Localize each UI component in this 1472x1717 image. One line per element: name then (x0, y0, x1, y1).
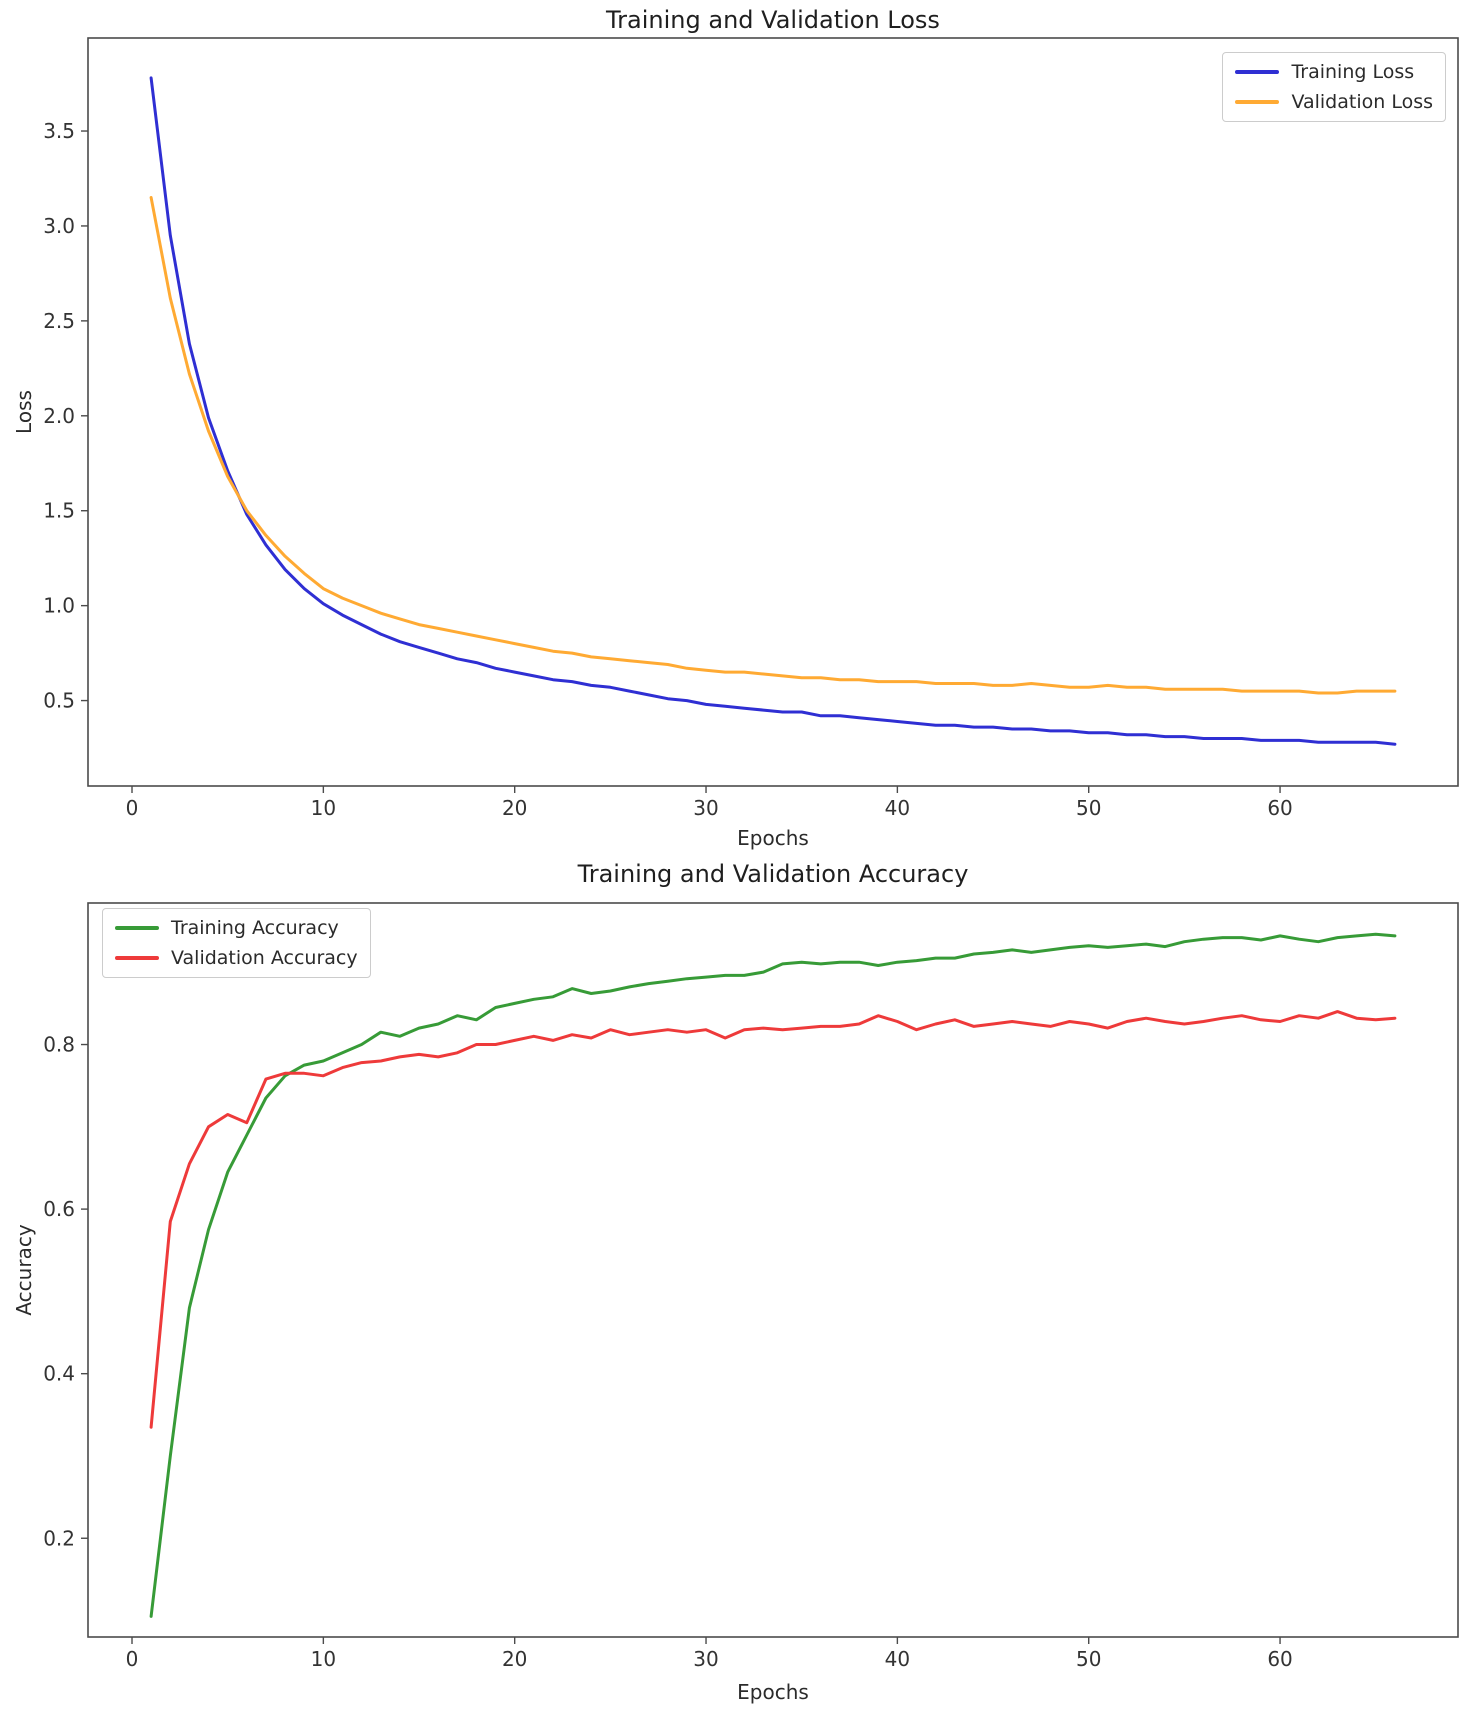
svg-text:0: 0 (126, 1647, 139, 1671)
accuracy-y-axis-label: Accuracy (12, 1224, 36, 1316)
svg-text:50: 50 (1076, 796, 1101, 820)
svg-text:10: 10 (311, 796, 336, 820)
svg-text:0.8: 0.8 (43, 1033, 75, 1057)
svg-text:0.2: 0.2 (43, 1526, 75, 1550)
svg-text:60: 60 (1267, 1647, 1292, 1671)
validation-accuracy-line-swatch (115, 956, 159, 960)
svg-text:30: 30 (693, 796, 718, 820)
legend-item-training-accuracy: Training Accuracy (115, 917, 358, 939)
training-loss-legend-label: Training Loss (1291, 61, 1415, 83)
training-loss-line-swatch (1235, 70, 1280, 74)
svg-text:1.5: 1.5 (43, 499, 75, 523)
training-accuracy-line-swatch (115, 926, 159, 930)
svg-text:0: 0 (126, 796, 139, 820)
svg-text:20: 20 (502, 796, 527, 820)
svg-text:40: 40 (885, 796, 910, 820)
svg-text:0.6: 0.6 (43, 1197, 75, 1221)
loss-chart: 0 10 20 30 40 50 60 0.5 1.0 1.5 2.0 2.5 3.0 3.5 Train… (0, 0, 1472, 858)
legend-item-training-loss: Training Loss (1235, 61, 1433, 83)
validation-loss-line-swatch (1235, 100, 1280, 104)
svg-text:2.5: 2.5 (43, 309, 75, 333)
svg-text:30: 30 (693, 1647, 718, 1671)
accuracy-chart: 0 10 20 30 40 50 60 0.2 0.4 0.6 0.8 Training and V… (0, 858, 1472, 1717)
legend-item-validation-accuracy: Validation Accuracy (115, 947, 358, 969)
validation-accuracy-legend-label: Validation Accuracy (171, 947, 358, 969)
training-accuracy-legend-label: Training Accuracy (171, 917, 339, 939)
svg-text:3.0: 3.0 (43, 214, 75, 238)
loss-x-axis-label: Epochs (737, 826, 809, 850)
loss-y-axis-label: Loss (12, 390, 36, 434)
svg-text:60: 60 (1267, 796, 1292, 820)
accuracy-plot-area: 0 10 20 30 40 50 60 0.2 0.4 0.6 0.8 (43, 902, 1459, 1671)
svg-text:10: 10 (311, 1647, 336, 1671)
accuracy-chart-title: Training and Validation Accuracy (577, 860, 969, 888)
accuracy-legend: Training Accuracy Validation Accuracy (102, 908, 371, 978)
svg-text:40: 40 (885, 1647, 910, 1671)
loss-plot-area: 0 10 20 30 40 50 60 0.5 1.0 1.5 2.0 2.5 3.0 3.5 (43, 37, 1459, 820)
legend-item-validation-loss: Validation Loss (1235, 91, 1433, 113)
svg-text:1.0: 1.0 (43, 594, 75, 618)
validation-loss-legend-label: Validation Loss (1291, 91, 1433, 113)
loss-legend: Training Loss Validation Loss (1222, 52, 1446, 122)
loss-chart-title: Training and Validation Loss (606, 6, 940, 34)
svg-text:0.4: 0.4 (43, 1362, 75, 1386)
svg-text:3.5: 3.5 (43, 119, 75, 143)
svg-text:0.5: 0.5 (43, 689, 75, 713)
svg-text:50: 50 (1076, 1647, 1101, 1671)
svg-text:20: 20 (502, 1647, 527, 1671)
accuracy-x-axis-label: Epochs (737, 1680, 809, 1704)
svg-text:2.0: 2.0 (43, 404, 75, 428)
